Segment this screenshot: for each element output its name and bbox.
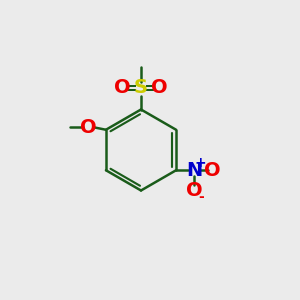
Text: -: - (198, 190, 203, 204)
Text: O: O (186, 181, 202, 200)
Text: N: N (186, 161, 202, 180)
Text: O: O (151, 78, 168, 98)
Text: +: + (195, 156, 206, 170)
Text: S: S (134, 78, 148, 98)
Text: O: O (80, 118, 97, 137)
Text: O: O (114, 78, 131, 98)
Text: O: O (204, 161, 221, 180)
